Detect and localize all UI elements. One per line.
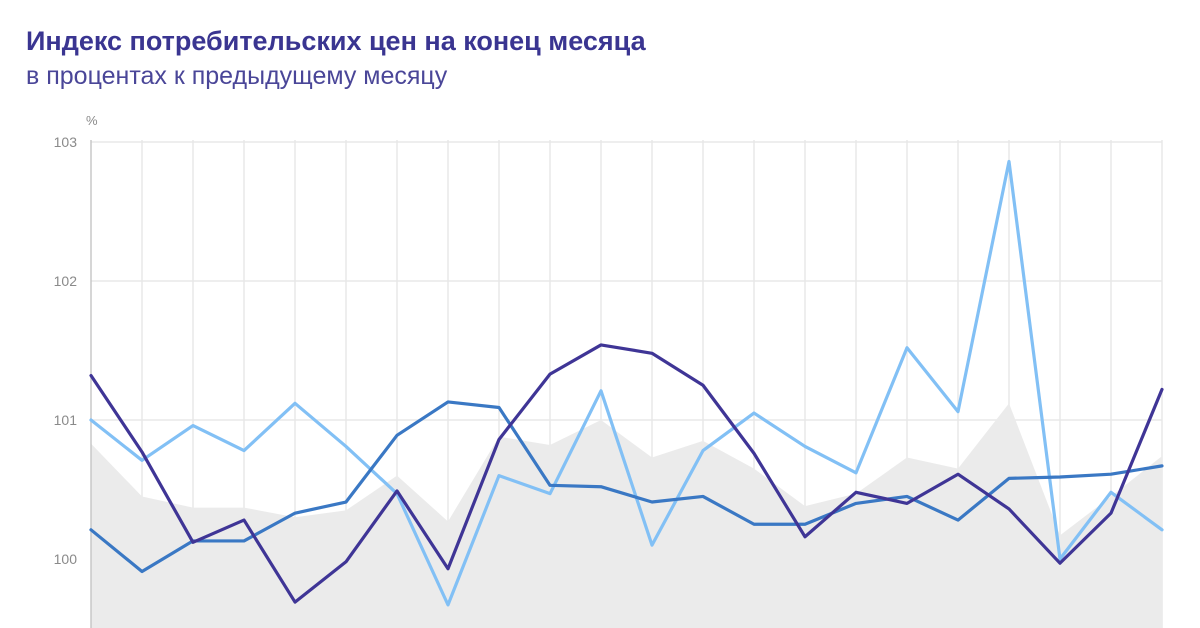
y-ticks: 100 101 102 103 bbox=[54, 134, 78, 567]
series-line-2 bbox=[89, 400, 1164, 574]
area-layer bbox=[91, 403, 1162, 628]
y-tick-label: 102 bbox=[54, 273, 78, 289]
y-tick-label: 103 bbox=[54, 134, 78, 150]
y-axis-unit-label: % bbox=[86, 113, 98, 128]
y-tick-label: 101 bbox=[54, 412, 78, 428]
series-line-1 bbox=[89, 159, 1164, 607]
chart-title: Индекс потребительских цен на конец меся… bbox=[26, 26, 646, 56]
chart-subtitle: в процентах к предыдущему месяцу bbox=[26, 62, 448, 90]
series-line-3 bbox=[89, 343, 1164, 604]
y-tick-label: 100 bbox=[54, 551, 78, 567]
series-layer bbox=[89, 159, 1164, 607]
background-area bbox=[91, 403, 1162, 628]
